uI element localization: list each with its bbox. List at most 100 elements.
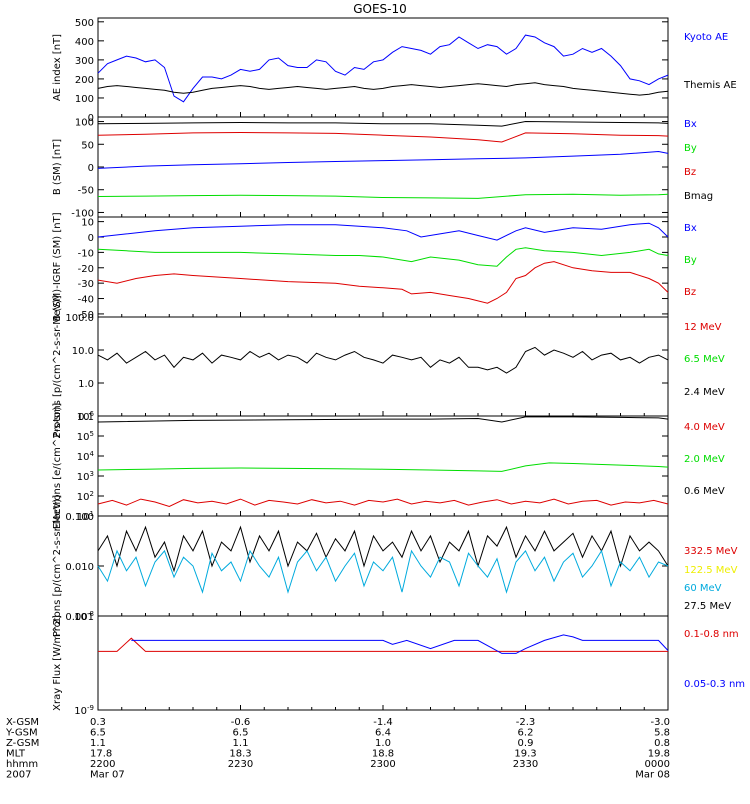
footer-cell: -2.3	[516, 717, 536, 728]
footer-row-label: MLT	[6, 749, 26, 760]
panel-4-ytick-label: 10.0	[72, 346, 94, 357]
panel-3-ytick-label: 10	[81, 218, 94, 229]
panel-1-ytick-label: 200	[75, 75, 94, 86]
footer-cell: 17.8	[90, 749, 112, 760]
plot-title: GOES-10	[353, 2, 407, 16]
panel-4-ytick-label: 100.0	[65, 313, 94, 324]
footer-cell: 1.0	[375, 738, 391, 749]
footer-row-label: hhmm	[6, 759, 38, 770]
panel-2-legend-bmag: Bmag	[684, 191, 713, 202]
panel-4-series-2-4-mev	[97, 346, 669, 374]
footer-row-label: 2007	[6, 770, 31, 781]
footer-cell: 0.9	[518, 738, 534, 749]
panel-6-ylabel: Protons [p/(cm^2-s-sr-MeV)]	[52, 495, 63, 637]
footer-cell: Mar 07	[90, 770, 125, 781]
panel-3-ytick-label: -40	[78, 295, 94, 306]
panel-2-ytick-label: -100	[71, 208, 94, 219]
footer-cell: 2200	[90, 759, 115, 770]
panel-7-frame	[97, 615, 669, 711]
panel-2-ytick-label: -50	[78, 186, 94, 197]
panel-2-ytick-label: 0	[88, 163, 94, 174]
panel-7-ytick-label: 10-9	[74, 704, 94, 717]
panel-5-series-2-0-mev	[97, 462, 669, 472]
panel-1-legend-kyoto-ae: Kyoto AE	[684, 32, 728, 43]
footer-cell: 6.5	[233, 728, 249, 739]
footer-cell: 19.8	[648, 749, 670, 760]
panel-1-ytick-label: 100	[75, 94, 94, 105]
panel-5-legend-2-0-mev: 2.0 MeV	[684, 454, 725, 465]
panel-3-series-bz	[97, 261, 669, 304]
footer-cell: 6.2	[518, 728, 534, 739]
panel-2-legend-by: By	[684, 143, 697, 154]
footer-cell: 2300	[370, 759, 395, 770]
panel-2-ytick-label: 50	[81, 140, 94, 151]
footer-cell: 1.1	[233, 738, 249, 749]
footer-cell: 1.1	[90, 738, 106, 749]
footer-cell: 19.3	[514, 749, 536, 760]
panel-4-frame	[97, 316, 669, 417]
panel-6-legend-60-mev: 60 MeV	[684, 583, 722, 594]
panel-3-legend-bx: Bx	[684, 223, 697, 234]
footer-cell: 2330	[513, 759, 538, 770]
footer-cell: 18.3	[229, 749, 251, 760]
panel-1-ytick-label: 300	[75, 56, 94, 67]
panel-2-ytick-label: 100	[75, 118, 94, 129]
panel-4-legend-2-4-mev: 2.4 MeV	[684, 387, 725, 398]
panel-3-ytick-label: -10	[78, 248, 94, 259]
panel-1-ytick-label: 400	[75, 37, 94, 48]
panel-5-ytick-label: 103	[77, 470, 94, 483]
panel-4-legend-6-5-mev: 6.5 MeV	[684, 354, 725, 365]
panel-3-ytick-label: -50	[78, 310, 94, 321]
panel-2-legend-bx: Bx	[684, 119, 697, 130]
footer-cell: 0000	[645, 759, 670, 770]
panel-5-ytick-label: 102	[77, 490, 94, 503]
panel-1-ylabel: AE index [nT]	[52, 34, 63, 101]
footer-cell: -1.4	[373, 717, 393, 728]
footer-cell: 18.8	[372, 749, 394, 760]
panel-2-ylabel: B (SM) [nT]	[52, 139, 63, 195]
panel-1-ytick-label: 0	[88, 113, 94, 124]
panel-1-ytick-label: 500	[75, 18, 94, 29]
panel-6-ytick-label: 0.001	[65, 612, 94, 623]
footer-cell: 6.4	[375, 728, 391, 739]
panel-6-ytick-label: 0.100	[65, 512, 94, 523]
panel-1-series-themis-ae	[97, 82, 669, 96]
panel-4-ytick-label: 0.1	[78, 412, 94, 423]
panel-5-series-4-0-mev	[97, 416, 669, 423]
footer-row-label: X-GSM	[6, 717, 39, 728]
footer-cell: 6.5	[90, 728, 106, 739]
panel-6-legend-27-5-mev: 27.5 MeV	[684, 601, 731, 612]
footer-cell: 0.8	[654, 738, 670, 749]
panel-7-series-0-05-0-3-nm	[131, 634, 669, 654]
panel-6-legend-332-5-mev: 332.5 MeV	[684, 546, 738, 557]
panel-3-series-bx	[97, 222, 669, 241]
panel-2-series-by	[97, 193, 669, 199]
panel-6-legend-122-5-mev: 122.5 MeV	[684, 565, 738, 576]
panel-3-ytick-label: -30	[78, 279, 94, 290]
panel-3-frame	[97, 216, 669, 318]
panel-7-legend-0-05-0-3-nm: 0.05-0.3 nm	[684, 679, 745, 690]
panel-4-ylabel: Protons [p/(cm^2-s-sr-MeV)]	[52, 295, 63, 437]
panel-4-ytick-label: 1.0	[78, 379, 94, 390]
panel-2-frame	[97, 116, 669, 218]
footer-row-label: Y-GSM	[5, 728, 38, 739]
panel-2-legend-bz: Bz	[684, 167, 696, 178]
footer-row-label: Z-GSM	[6, 738, 39, 749]
panel-5-ytick-label: 105	[77, 430, 94, 443]
panel-5-legend-0-6-mev: 0.6 MeV	[684, 486, 725, 497]
panel-7-legend-0-1-0-8-nm: 0.1-0.8 nm	[684, 629, 739, 640]
panel-3-ylabel: B (SM)-IGRF (SM) [nT]	[52, 212, 63, 321]
footer-cell: -3.0	[650, 717, 670, 728]
panel-5-series-0-6-mev	[97, 498, 669, 508]
panel-1-series-kyoto-ae	[97, 34, 669, 103]
panel-1-legend-themis-ae: Themis AE	[683, 80, 737, 91]
footer-cell: -0.6	[231, 717, 251, 728]
panel-5-ylabel: Electrons [e/(cm^2-s-sr)]	[52, 403, 63, 529]
panel-2-series-bmag	[97, 120, 669, 127]
panel-7-ylabel: Xray Flux [W/m^2]	[52, 615, 63, 711]
panel-5-ytick-label: 104	[77, 450, 95, 463]
footer-cell: Mar 08	[635, 770, 670, 781]
panel-6-frame	[97, 515, 669, 617]
